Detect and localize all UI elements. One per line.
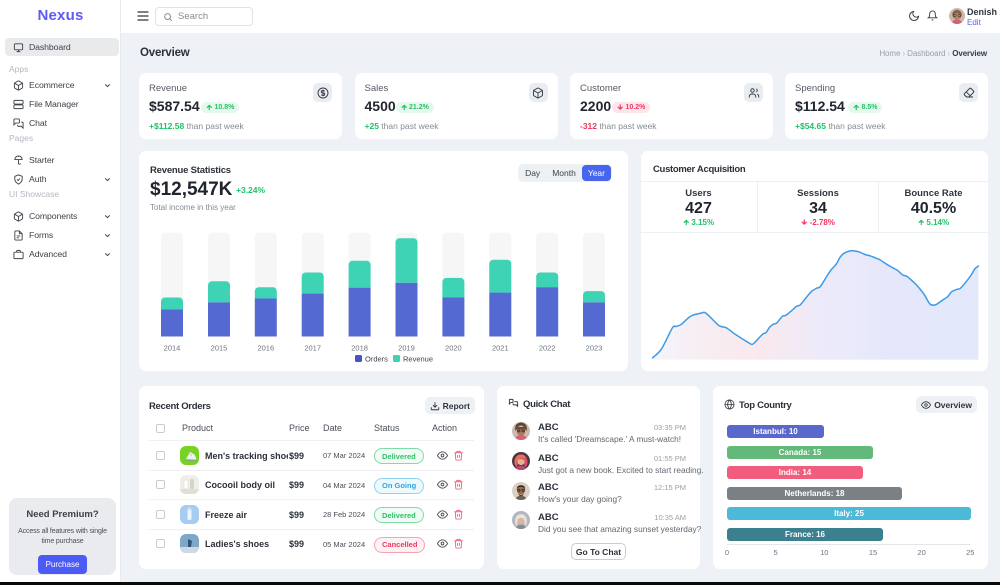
- svg-text:2018: 2018: [351, 344, 368, 353]
- svg-text:2015: 2015: [211, 344, 228, 353]
- svg-text:2016: 2016: [257, 344, 274, 353]
- svg-text:2021: 2021: [492, 344, 509, 353]
- svg-text:2014: 2014: [164, 344, 181, 353]
- svg-text:2017: 2017: [304, 344, 321, 353]
- svg-text:2023: 2023: [586, 344, 603, 353]
- svg-text:2022: 2022: [539, 344, 556, 353]
- svg-text:2019: 2019: [398, 344, 415, 353]
- svg-text:Orders: Orders: [365, 355, 388, 364]
- svg-text:Revenue: Revenue: [403, 355, 433, 364]
- svg-text:2020: 2020: [445, 344, 462, 353]
